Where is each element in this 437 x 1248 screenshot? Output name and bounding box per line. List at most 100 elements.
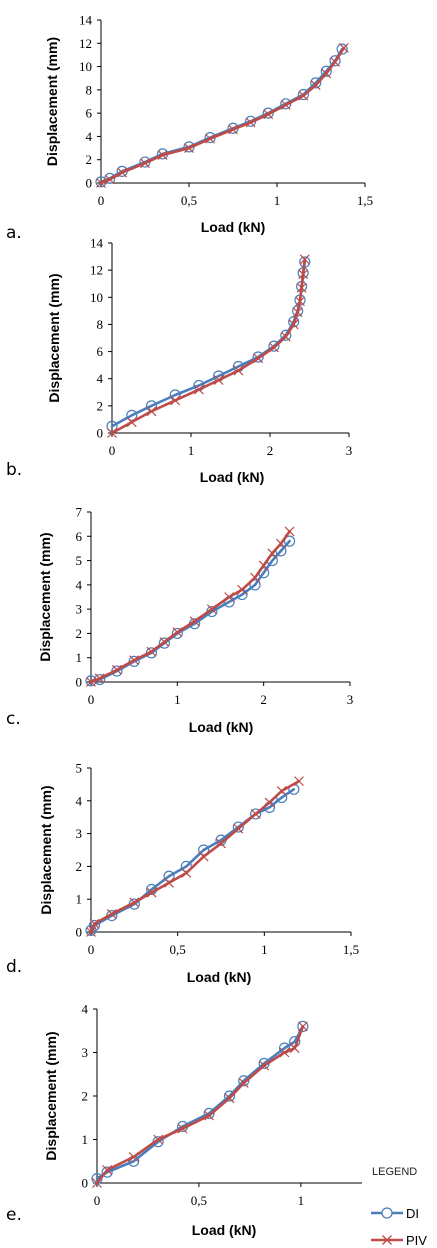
piv-marker-stroke xyxy=(330,56,341,67)
data-point-piv xyxy=(233,823,244,834)
data-point-piv xyxy=(224,1093,235,1104)
piv-marker-stroke xyxy=(298,269,309,280)
x-axis-label: Load (kN) xyxy=(192,1222,257,1238)
data-point-di xyxy=(280,98,292,110)
data-point-piv xyxy=(164,877,174,888)
data-point-piv xyxy=(146,406,157,417)
piv-marker-stroke xyxy=(233,823,244,834)
piv-marker-stroke xyxy=(321,68,332,79)
data-point-piv xyxy=(264,797,275,808)
x-axis-label: Load (kN) xyxy=(187,969,252,985)
series-line-di xyxy=(89,788,296,932)
y-tick-label: 3 xyxy=(76,602,83,617)
piv-marker-stroke xyxy=(206,604,217,615)
data-point-di xyxy=(280,329,292,341)
panel-label: e. xyxy=(6,1205,22,1225)
data-point-di xyxy=(203,1107,215,1120)
data-point-di xyxy=(249,579,261,591)
data-point-piv xyxy=(299,254,310,265)
y-axis-label: Displacement (mm) xyxy=(37,532,53,661)
chart-panel-5: 0 1 2 3 4 0 0,5 1 Load (kN) Displacement (mm) e. xyxy=(6,1002,362,1238)
data-point-piv xyxy=(245,117,256,128)
data-point-piv xyxy=(177,1123,188,1134)
y-tick-label: 8 xyxy=(86,82,93,97)
legend-item-piv: PIV xyxy=(371,1233,427,1248)
data-point-piv xyxy=(276,538,286,549)
x-tick-label: 0 xyxy=(88,692,95,707)
x-tick-label: 0 xyxy=(98,193,105,208)
data-point-piv xyxy=(117,167,128,178)
data-point-piv xyxy=(107,428,117,438)
piv-marker-stroke xyxy=(86,677,96,687)
series-line-di xyxy=(95,1025,305,1180)
y-tick-label: 6 xyxy=(97,344,104,359)
series-line-piv xyxy=(95,1025,305,1185)
data-point-piv xyxy=(189,616,200,627)
data-point-piv xyxy=(259,1060,270,1071)
piv-marker-stroke xyxy=(259,1060,270,1071)
data-point-piv xyxy=(128,1151,139,1162)
x-tick-label: 1 xyxy=(261,942,268,957)
piv-marker-stroke xyxy=(237,584,248,595)
chart-panel-4: 0 1 2 3 4 5 0 0,5 1 1,5 Load (kN) Displacement (mm)… xyxy=(6,761,359,986)
x-tick-label: 0,5 xyxy=(170,942,186,957)
piv-marker-stroke xyxy=(129,897,140,908)
piv-marker-stroke xyxy=(172,627,183,638)
x-tick-label: 1 xyxy=(188,443,195,458)
piv-marker-stroke xyxy=(189,616,200,627)
data-point-piv xyxy=(224,592,235,602)
data-point-piv xyxy=(172,627,183,638)
piv-marker-stroke xyxy=(111,664,122,675)
data-point-piv xyxy=(250,572,260,583)
data-point-piv xyxy=(140,158,150,169)
data-point-di xyxy=(163,870,175,882)
x-tick-label: 0 xyxy=(88,942,95,957)
y-tick-label: 6 xyxy=(76,529,83,544)
data-point-piv xyxy=(276,786,287,796)
panel-label: b. xyxy=(6,460,22,480)
y-tick-label: 5 xyxy=(76,553,83,568)
piv-marker-stroke xyxy=(289,1043,300,1054)
piv-marker-stroke xyxy=(296,282,307,293)
x-tick-label: 0,5 xyxy=(191,1193,207,1208)
data-point-di xyxy=(250,808,262,820)
piv-marker-stroke xyxy=(106,909,117,919)
piv-marker-stroke xyxy=(276,538,286,549)
data-point-piv xyxy=(292,307,303,318)
piv-marker-stroke xyxy=(297,1021,308,1032)
data-point-di xyxy=(106,420,118,432)
piv-marker-stroke xyxy=(184,143,194,153)
piv-marker-stroke xyxy=(117,167,128,178)
x-tick-label: 1,5 xyxy=(357,193,373,208)
chart-panel-1: 0 2 4 6 8 10 12 14 0 0,5 1 1,5 Load (kN) Displacement… xyxy=(6,13,373,244)
piv-marker-stroke xyxy=(107,428,117,438)
piv-marker-stroke xyxy=(279,1047,290,1058)
data-point-piv xyxy=(338,43,349,53)
data-point-piv xyxy=(92,1178,102,1188)
legend-title: LEGEND xyxy=(372,1166,417,1178)
y-tick-label: 8 xyxy=(97,317,104,332)
data-point-piv xyxy=(228,124,238,135)
y-tick-label: 2 xyxy=(82,1089,89,1104)
series-line-piv xyxy=(110,257,307,435)
y-tick-label: 4 xyxy=(82,1002,89,1017)
data-point-di xyxy=(268,340,280,352)
y-axis-label: Displacement (mm) xyxy=(38,785,54,914)
legend-marker-x xyxy=(382,1235,392,1245)
piv-marker-stroke xyxy=(146,406,157,417)
series-line-piv xyxy=(99,46,346,185)
data-point-di xyxy=(238,1075,250,1087)
data-point-piv xyxy=(280,331,291,342)
y-tick-label: 10 xyxy=(79,59,92,74)
piv-marker-stroke xyxy=(253,353,264,364)
data-point-piv xyxy=(279,1047,290,1058)
data-point-di xyxy=(329,55,341,67)
y-tick-label: 2 xyxy=(76,859,83,874)
y-tick-label: 6 xyxy=(86,106,93,121)
piv-marker-stroke xyxy=(146,887,157,898)
legend: LEGEND DI PIV xyxy=(371,1166,427,1248)
y-tick-label: 3 xyxy=(82,1045,89,1060)
x-tick-label: 1 xyxy=(298,1193,305,1208)
piv-marker-stroke xyxy=(258,560,269,571)
